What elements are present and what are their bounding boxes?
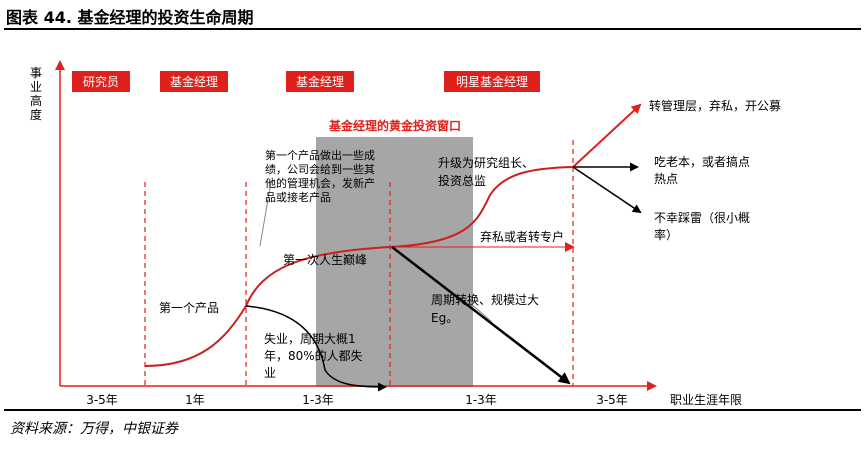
stage-label-1: 研究员: [83, 74, 119, 89]
management-arrow: [572, 103, 642, 168]
first-product-label: 第一个产品: [159, 301, 219, 315]
y-axis-label-4: 度: [30, 107, 42, 122]
stage-box-2: [160, 71, 228, 92]
y-axis-label-3: 高: [30, 93, 42, 108]
bottom-rule: [4, 409, 861, 411]
management-label: 转管理层，弃私，开公募: [649, 98, 781, 113]
unemployed-line-3: 业: [264, 366, 276, 380]
stage-label-4: 明星基金经理: [456, 74, 528, 89]
unlucky-line-2: 率）: [654, 227, 678, 242]
x-tick-5: 3-5年: [596, 393, 628, 407]
promote-line-1: 升级为研究组长、: [438, 155, 534, 170]
x-tick-3: 1-3年: [302, 393, 334, 407]
stage-box-3: [286, 71, 354, 92]
callout-cycle: [461, 295, 493, 323]
stage-box-1: [72, 71, 130, 92]
top-rule: [4, 28, 861, 30]
cycle-switch-line-1: 周期转换、规模过大: [431, 292, 539, 307]
x-axis-label: 职业生涯年限: [670, 393, 742, 407]
unemployed-line-2: 年，80%的人都失: [264, 348, 363, 363]
cycle-decline-arrow: [391, 246, 571, 385]
callout-peak: [339, 253, 351, 265]
unlucky-arrow: [572, 166, 642, 214]
after-first-line-1: 第一个产品做出一些成: [265, 148, 375, 162]
stage-label-2: 基金经理: [170, 74, 218, 89]
x-tick-1: 3-5年: [86, 393, 118, 407]
promote-line-2: 投资总监: [438, 173, 486, 188]
after-first-line-4: 品或接老产品: [265, 190, 331, 204]
x-tick-2: 1年: [185, 393, 205, 407]
y-axis-label-2: 业: [30, 80, 42, 94]
after-first-line-2: 绩，公司会给到一些其: [265, 162, 375, 176]
callout-after-first: [259, 181, 272, 247]
source-note: 资料来源：万得，中银证券: [10, 421, 178, 437]
career-curve: [144, 166, 574, 367]
stage-label-3: 基金经理: [296, 74, 344, 89]
unemployment-curve: [245, 305, 387, 392]
cycle-switch-line-2: Eg。: [431, 311, 458, 325]
unlucky-line-1: 不幸踩雷（很小概: [654, 211, 750, 225]
x-tick-4: 1-3年: [465, 393, 497, 407]
y-axis-label-1: 事: [30, 66, 42, 80]
quit-switch-label: 弃私或者转专户: [480, 229, 564, 244]
unemployed-line-1: 失业，周期大概1: [264, 331, 356, 346]
old-capital-line-1: 吃老本，或者搞点: [654, 154, 750, 169]
after-first-line-3: 他的管理机会，发新产: [265, 176, 375, 190]
golden-window-title: 基金经理的黄金投资窗口: [328, 118, 461, 133]
stage-box-4: [444, 71, 540, 92]
old-capital-line-2: 热点: [654, 172, 678, 186]
peak-label: 第一次人生巅峰: [283, 253, 367, 267]
figure-title: 图表 44. 基金经理的投资生命周期: [6, 8, 254, 27]
